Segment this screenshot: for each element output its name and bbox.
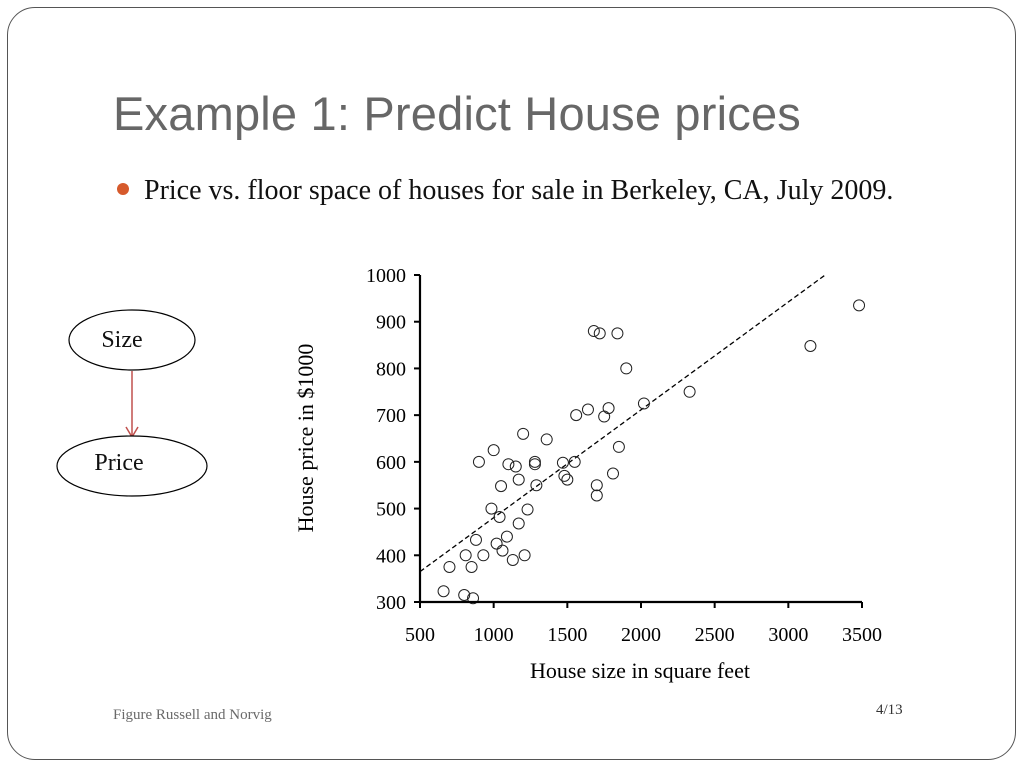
y-tick-label: 700 — [376, 405, 406, 427]
x-tick-label: 2500 — [695, 624, 735, 646]
x-tick-label: 500 — [405, 624, 435, 646]
page-number: 4/13 — [876, 702, 903, 718]
data-point — [570, 409, 583, 422]
data-point — [506, 553, 519, 566]
data-point — [459, 549, 472, 562]
data-point — [518, 549, 531, 562]
x-axis-title: House size in square feet — [530, 658, 750, 683]
data-point — [495, 480, 508, 493]
data-point — [581, 403, 594, 416]
slide-frame — [7, 7, 1016, 760]
data-point — [500, 530, 513, 543]
data-point — [540, 433, 553, 446]
data-point — [472, 455, 485, 468]
slide-title: Example 1: Predict House prices — [113, 87, 801, 140]
y-tick-label: 300 — [376, 592, 406, 614]
data-point — [611, 327, 624, 340]
data-point — [590, 479, 603, 492]
data-point — [512, 473, 525, 486]
y-tick-label: 800 — [376, 358, 406, 380]
data-point — [437, 585, 450, 598]
data-point — [558, 469, 571, 482]
data-point — [593, 327, 606, 340]
figure-credit: Figure Russell and Norvig — [113, 707, 272, 723]
x-tick-label: 1000 — [474, 624, 514, 646]
data-point — [528, 458, 541, 471]
x-tick-label: 3000 — [768, 624, 808, 646]
data-point — [804, 340, 817, 353]
data-point — [485, 502, 498, 515]
data-point — [590, 489, 603, 502]
y-tick-label: 500 — [376, 499, 406, 521]
data-point — [620, 362, 633, 375]
data-point — [490, 537, 503, 550]
data-point — [467, 592, 480, 605]
data-point — [637, 397, 650, 410]
data-point — [509, 460, 522, 473]
data-point — [587, 325, 600, 338]
data-point — [602, 402, 615, 415]
y-axis-title: House price in $1000 — [293, 344, 318, 533]
data-point — [561, 473, 574, 486]
x-tick-label: 1500 — [547, 624, 587, 646]
data-point — [598, 410, 611, 423]
data-point — [612, 440, 625, 453]
data-point — [443, 560, 456, 573]
x-tick-label: 2000 — [621, 624, 661, 646]
data-point — [487, 444, 500, 457]
data-point — [607, 467, 620, 480]
data-point — [469, 533, 482, 546]
y-tick-label: 600 — [376, 452, 406, 474]
y-tick-label: 900 — [376, 312, 406, 334]
data-point — [530, 479, 543, 492]
fit-line — [419, 274, 826, 573]
bullet-dot-icon — [117, 183, 129, 195]
data-point — [458, 588, 471, 601]
data-point — [465, 560, 478, 573]
data-point — [496, 544, 509, 557]
data-point — [512, 517, 525, 530]
bullet-item: Price vs. floor space of houses for sale… — [117, 170, 947, 212]
data-point — [502, 458, 515, 471]
bullet-text: Price vs. floor space of houses for sale… — [144, 175, 894, 206]
data-point — [528, 455, 541, 468]
data-point — [853, 299, 866, 312]
data-point — [683, 385, 696, 398]
data-point — [493, 510, 506, 523]
data-point — [556, 456, 569, 469]
data-point — [568, 455, 581, 468]
data-point — [521, 503, 534, 516]
y-tick-label: 1000 — [366, 265, 406, 287]
data-point — [517, 427, 530, 440]
data-point — [477, 549, 490, 562]
y-tick-label: 400 — [376, 545, 406, 567]
x-tick-label: 3500 — [842, 624, 882, 646]
